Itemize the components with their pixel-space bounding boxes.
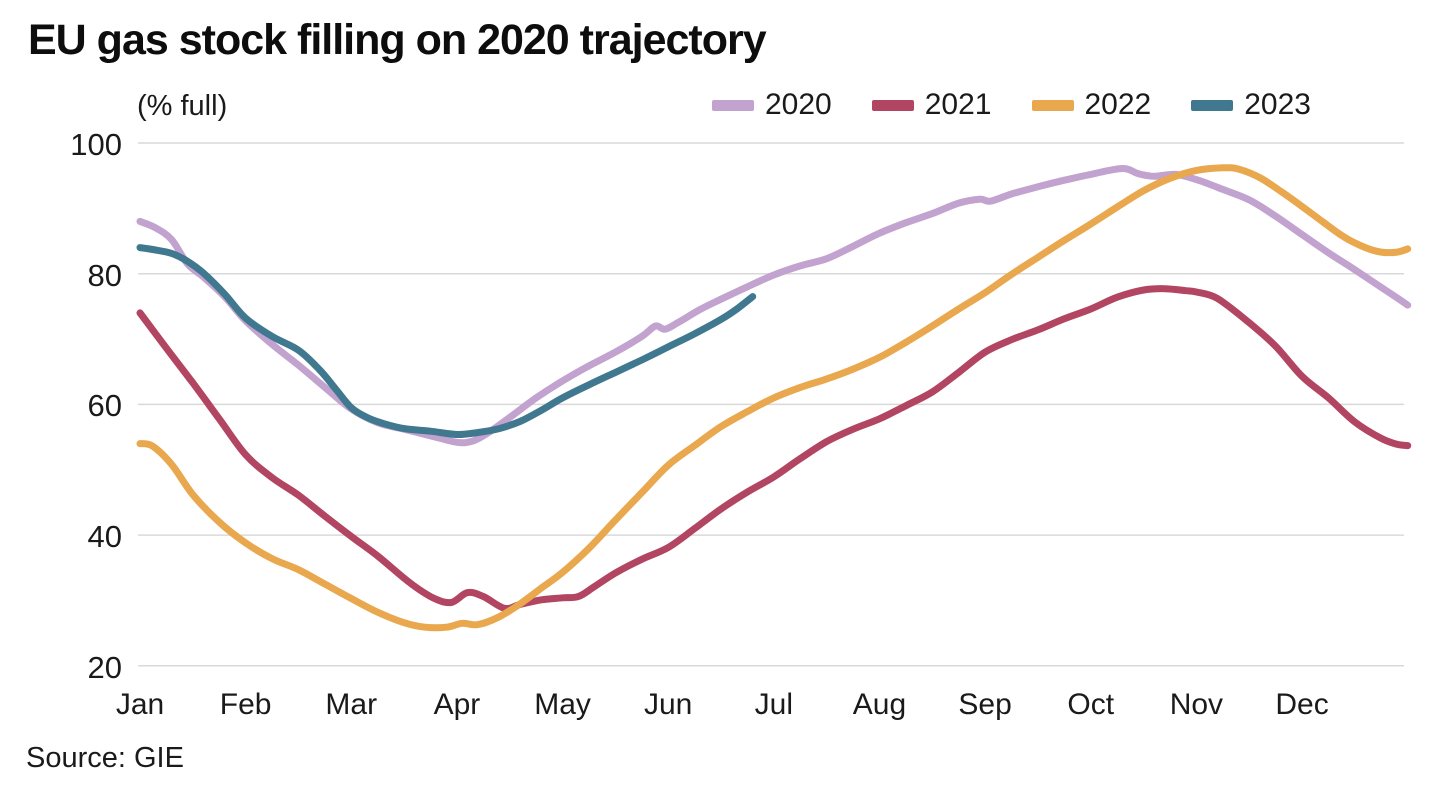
- series-line-2020: [136, 164, 1412, 447]
- y-axis-unit-label: (% full): [137, 90, 228, 122]
- legend-item-2023: 2023: [1191, 88, 1311, 122]
- y-tick-label-20: 20: [87, 649, 122, 685]
- x-tick-label-Aug: Aug: [852, 688, 907, 721]
- series-line-2021: [136, 285, 1412, 613]
- series-line-2023: [136, 244, 757, 439]
- x-tick-label-Jul: Jul: [754, 688, 793, 721]
- source-note: Source: GIE: [26, 742, 184, 774]
- legend-label: 2021: [924, 88, 992, 121]
- x-tick-label-Sep: Sep: [958, 688, 1012, 721]
- legend-swatch-2021: [871, 99, 914, 111]
- y-tick-label-60: 60: [87, 388, 122, 424]
- legend-swatch-2023: [1191, 99, 1234, 111]
- x-tick-label-Apr: Apr: [433, 688, 481, 721]
- x-tick-label-Nov: Nov: [1169, 688, 1224, 721]
- legend-item-2021: 2021: [871, 88, 992, 122]
- series-line-2022: [136, 164, 1412, 632]
- legend-label: 2022: [1084, 88, 1152, 121]
- x-tick-label-Jun: Jun: [644, 688, 693, 721]
- chart-title: EU gas stock filling on 2020 trajectory: [28, 16, 767, 64]
- legend-label: 2020: [765, 88, 832, 121]
- x-tick-label-Feb: Feb: [219, 688, 272, 721]
- x-tick-label-Mar: Mar: [325, 688, 378, 721]
- y-tick-label-80: 80: [87, 257, 122, 293]
- y-tick-label-100: 100: [70, 127, 122, 162]
- legend-item-2022: 2022: [1031, 88, 1152, 122]
- legend-item-2020: 2020: [712, 88, 832, 122]
- x-tick-label-Dec: Dec: [1275, 688, 1329, 721]
- legend-swatch-2022: [1031, 99, 1074, 111]
- legend-swatch-2020: [712, 99, 754, 111]
- x-tick-label-Jan: Jan: [115, 688, 165, 721]
- legend: 2020 2021 2022 2023: [712, 88, 1311, 122]
- x-tick-label-Oct: Oct: [1067, 688, 1115, 721]
- legend-label: 2023: [1244, 88, 1311, 121]
- x-tick-label-May: May: [534, 688, 591, 721]
- y-tick-label-40: 40: [87, 519, 122, 555]
